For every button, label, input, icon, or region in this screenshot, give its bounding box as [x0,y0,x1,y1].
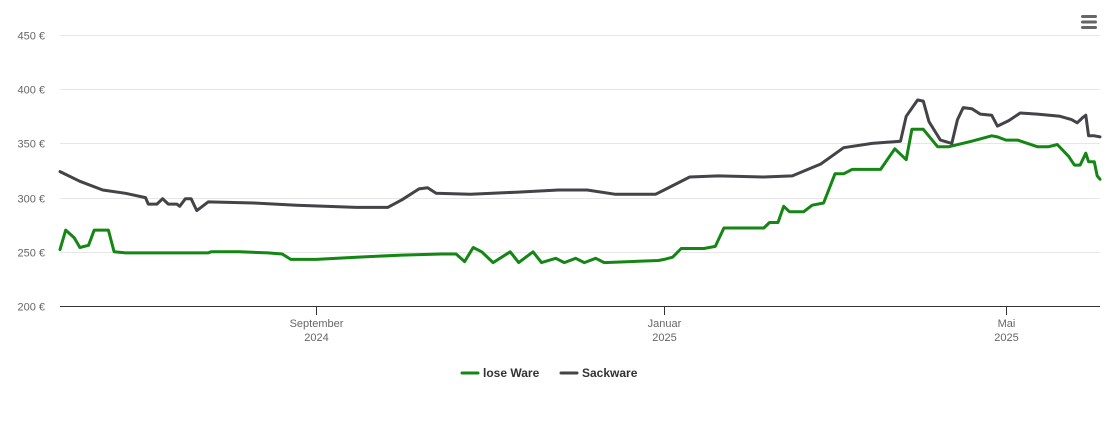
x-tick-label-month: September [290,318,344,330]
series-lines [58,98,1102,265]
y-tick-label: 300 € [17,194,45,206]
gridlines [60,35,1100,253]
x-tick-label-month: Januar [648,318,682,330]
y-tick-label: 250 € [17,248,45,260]
axes: 200 € 250 € 300 € 350 € 400 € 450 € September 2… [17,31,1100,344]
y-tick-label: 450 € [17,31,45,43]
legend-item-sackware[interactable]: Sackware [559,366,638,380]
hamburger-menu-icon [1081,15,1097,29]
legend-label: Sackware [582,366,638,380]
y-tick-label: 200 € [17,302,45,314]
legend-item-lose-ware[interactable]: lose Ware [460,366,540,380]
x-tick-label-year: 2025 [994,332,1018,344]
x-tick-label-month: Mai [998,318,1016,330]
legend[interactable]: lose Ware Sackware [460,366,638,380]
series-line-sackware[interactable] [58,98,1102,213]
chart-menu-button[interactable] [1080,14,1098,30]
y-tick-label: 400 € [17,85,45,97]
x-tick-label-year: 2025 [652,332,676,344]
series-line-lose-ware[interactable] [58,127,1102,265]
x-tick-label-year: 2024 [304,332,328,344]
y-tick-label: 350 € [17,139,45,151]
legend-label: lose Ware [483,366,540,380]
